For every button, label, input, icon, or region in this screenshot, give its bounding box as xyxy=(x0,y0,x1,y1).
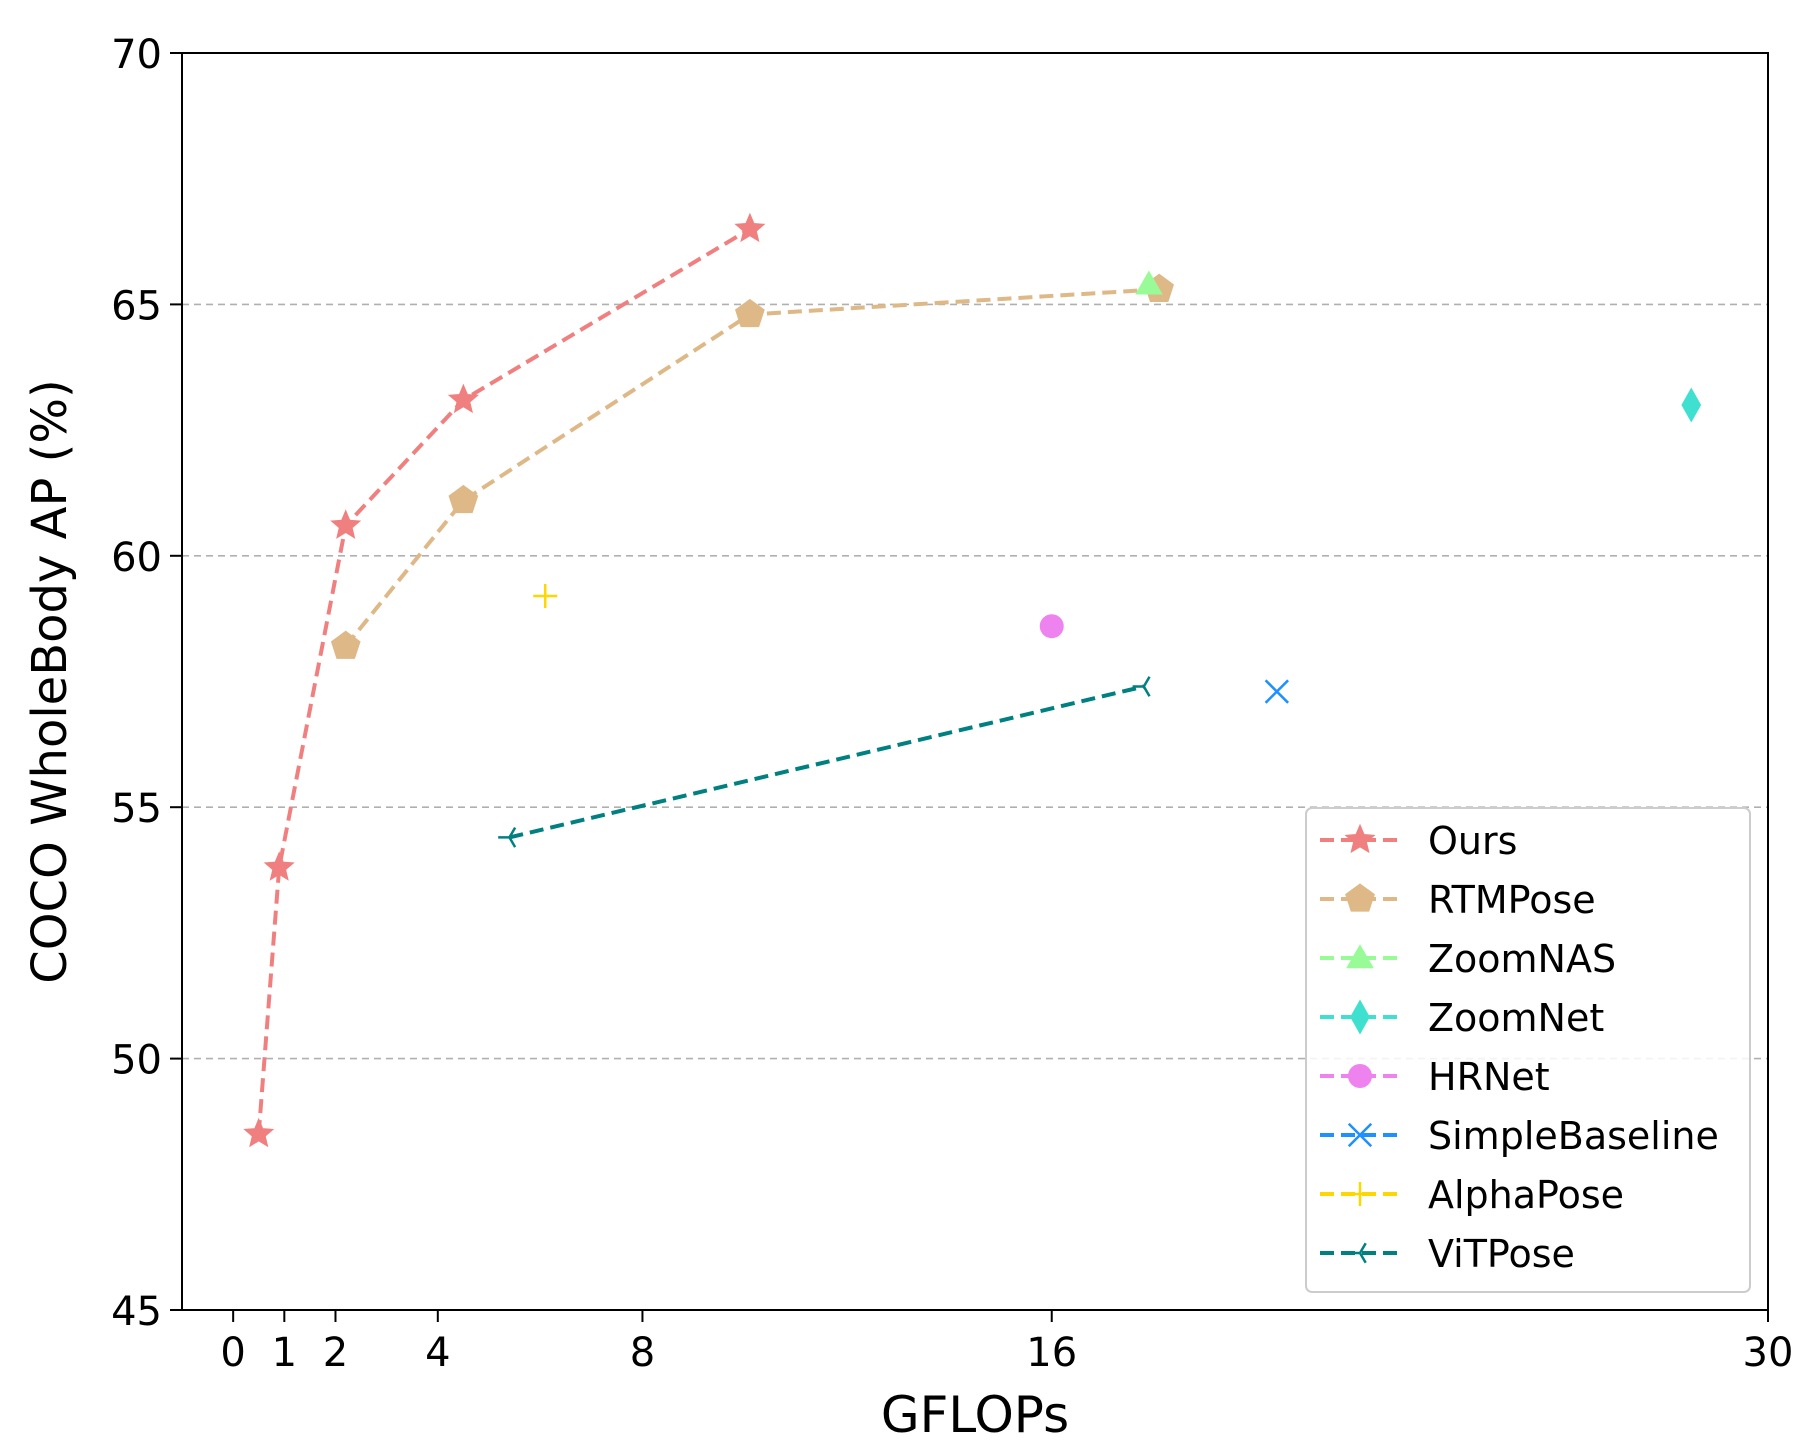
legend-item-vitpose: ViTPose xyxy=(1320,1232,1575,1276)
axis-layer: 45 50 55 60 65 70 0 1 2 4 8 16 30 xyxy=(111,32,1793,1376)
legend-item-simplebaseline: SimpleBaseline xyxy=(1320,1114,1719,1158)
legend-item-hrnet: HRNet xyxy=(1320,1055,1550,1099)
x-tick-label-1: 1 xyxy=(272,1330,297,1376)
point-zoomnet-0 xyxy=(1681,387,1702,423)
legend-box xyxy=(1305,807,1751,1293)
x-axis-label: GFLOPs xyxy=(881,1386,1069,1444)
legend-label-alphapose: AlphaPose xyxy=(1428,1173,1624,1217)
point-ours-0 xyxy=(243,1117,275,1148)
legend-marker-rtmpose xyxy=(1345,883,1375,912)
series-line-rtmpose xyxy=(344,287,1160,648)
point-hrnet-0 xyxy=(1039,614,1064,639)
point-rtmpose-2 xyxy=(735,298,765,328)
legend-label-zoomnas: ZoomNAS xyxy=(1428,937,1616,981)
y-tick-label-60: 60 xyxy=(111,535,162,581)
point-ours-3 xyxy=(447,383,479,414)
legend-label-simplebaseline: SimpleBaseline xyxy=(1428,1114,1719,1158)
legend-item-zoomnet: ZoomNet xyxy=(1320,996,1604,1040)
marker-layer xyxy=(243,212,1702,1148)
point-vitpose-0 xyxy=(498,826,517,848)
point-vitpose-1 xyxy=(1132,676,1151,697)
legend-item-zoomnas: ZoomNAS xyxy=(1320,937,1616,981)
y-axis-label: COCO WholeBody AP (%) xyxy=(22,379,78,984)
legend-marker-hrnet xyxy=(1348,1064,1372,1088)
point-ours-4 xyxy=(734,212,766,243)
legend-item-alphapose: AlphaPose xyxy=(1320,1173,1624,1217)
series-line-vitpose xyxy=(508,684,1145,840)
point-ours-1 xyxy=(263,851,295,881)
legend-marker-zoomnet xyxy=(1350,999,1370,1035)
x-tick-label-2: 2 xyxy=(323,1330,348,1376)
point-zoomnas-0 xyxy=(1135,270,1163,295)
point-alphapose-0 xyxy=(533,584,558,609)
plot-frame xyxy=(181,52,1769,1311)
legend-items: Ours RTMPose ZoomNAS ZoomNet HRNet SimpleBase… xyxy=(1320,819,1719,1276)
legend-item-ours: Ours xyxy=(1320,819,1517,863)
y-tick-label-65: 65 xyxy=(111,283,162,329)
x-tick-label-30: 30 xyxy=(1743,1330,1794,1376)
legend-label-rtmpose: RTMPose xyxy=(1428,878,1596,922)
point-simplebaseline-0 xyxy=(1264,679,1289,704)
point-ours-2 xyxy=(330,509,362,539)
legend-label-zoomnet: ZoomNet xyxy=(1428,996,1604,1040)
legend-label-hrnet: HRNet xyxy=(1428,1055,1550,1099)
legend-label-vitpose: ViTPose xyxy=(1428,1232,1575,1276)
legend-marker-alphapose xyxy=(1348,1182,1372,1206)
y-tick-label-70: 70 xyxy=(111,32,162,78)
legend-item-rtmpose: RTMPose xyxy=(1320,878,1596,922)
series-line-ours xyxy=(256,227,751,1135)
x-tick-label-0: 0 xyxy=(220,1330,245,1376)
legend-marker-simplebaseline xyxy=(1347,1122,1373,1148)
y-tick-label-50: 50 xyxy=(111,1038,162,1084)
legend-label-ours: Ours xyxy=(1428,819,1517,863)
legend-marker-vitpose xyxy=(1348,1242,1367,1264)
legend-marker-ours xyxy=(1344,823,1376,854)
y-tick-label-55: 55 xyxy=(111,786,162,832)
point-rtmpose-1 xyxy=(448,484,479,514)
x-tick-label-8: 8 xyxy=(630,1330,655,1376)
point-rtmpose-0 xyxy=(330,630,361,659)
x-tick-label-16: 16 xyxy=(1026,1330,1077,1376)
legend: Ours RTMPose ZoomNAS ZoomNet HRNet SimpleBase… xyxy=(1305,807,1751,1293)
legend-marker-zoomnas xyxy=(1346,944,1374,969)
x-tick-label-4: 4 xyxy=(425,1330,450,1376)
line-layer xyxy=(256,227,1160,1135)
y-tick-label-45: 45 xyxy=(111,1289,162,1335)
